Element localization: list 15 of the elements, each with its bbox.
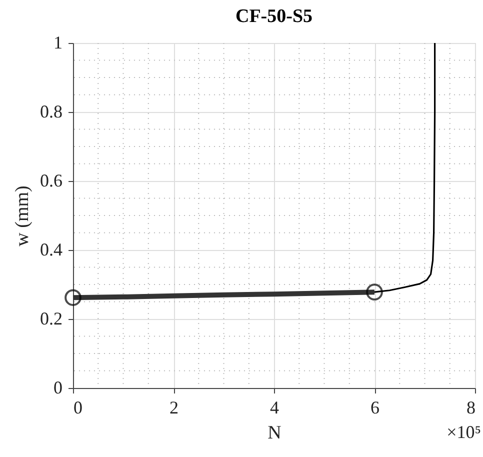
x-axis-title: N: [268, 422, 282, 444]
x-tick-label: 4: [270, 398, 279, 418]
y-tick-label: 1: [54, 32, 62, 52]
y-tick-label: 0.8: [40, 102, 62, 122]
x-tick-label: 2: [170, 398, 178, 418]
x-tick-label: 0: [74, 398, 82, 418]
x-tick-label: 8: [466, 398, 476, 418]
text: ×10⁵: [446, 422, 481, 442]
y-tick-label: 0.2: [40, 308, 62, 328]
x-tick-label: 6: [370, 398, 380, 418]
y-axis-title: w (mm): [12, 186, 33, 246]
y-tick-label: 0: [54, 378, 62, 398]
y-tick-label: 0.4: [40, 240, 62, 260]
y-tick-label: 0.6: [40, 170, 62, 190]
chart-title: CF-50-S5: [235, 6, 313, 27]
